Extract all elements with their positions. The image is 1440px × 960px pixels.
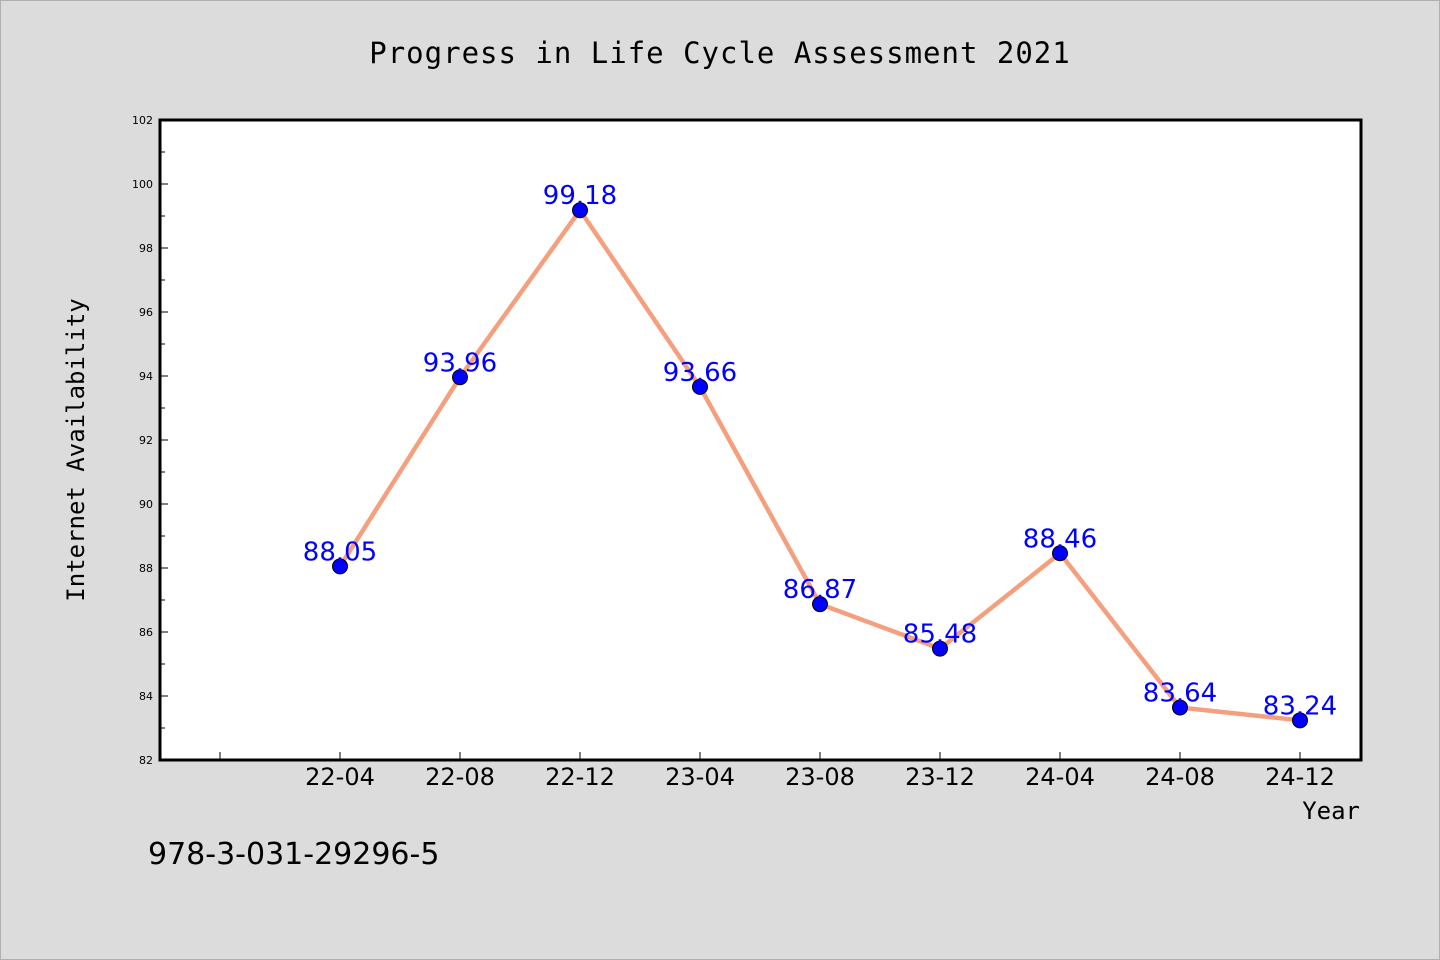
- chart-title: Progress in Life Cycle Assessment 2021: [369, 36, 1070, 70]
- y-axis-label: Internet Availability: [62, 298, 90, 601]
- y-tick-label: 102: [132, 114, 153, 127]
- x-axis-label: Year: [1302, 797, 1360, 825]
- y-axis: 82 84 86 88 90 92 94 96 98 100 102: [132, 114, 168, 767]
- y-tick-label: 90: [139, 498, 153, 511]
- data-point: [812, 596, 828, 613]
- x-tick-label: 22-04: [305, 763, 375, 791]
- data-point: [1292, 712, 1308, 729]
- data-label: 86.87: [783, 575, 857, 605]
- y-tick-label: 92: [139, 434, 153, 447]
- data-label: 83.64: [1143, 679, 1217, 709]
- y-tick-label: 94: [139, 370, 153, 383]
- y-tick-label: 84: [139, 690, 153, 703]
- data-point: [452, 369, 468, 386]
- data-point: [692, 378, 708, 395]
- data-point: [572, 202, 588, 219]
- y-tick-label: 88: [139, 562, 153, 575]
- data-label: 93.96: [423, 348, 497, 378]
- data-label: 85.48: [903, 620, 977, 650]
- x-tick-label: 22-12: [545, 763, 615, 791]
- data-point: [1172, 699, 1188, 716]
- data-point: [1052, 545, 1068, 562]
- data-label: 99.18: [543, 181, 617, 211]
- footnote-isbn: 978-3-031-29296-5: [148, 837, 439, 872]
- data-label: 88.46: [1023, 524, 1097, 554]
- x-tick-label: 24-12: [1265, 763, 1335, 791]
- data-labels: 88.05 93.96 99.18 93.66 86.87 85.48 88.46 83.64…: [303, 181, 1337, 721]
- x-tick-label: 23-08: [785, 763, 855, 791]
- data-label: 93.66: [663, 358, 737, 388]
- data-label: 88.05: [303, 537, 377, 567]
- x-tick-label: 23-04: [665, 763, 735, 791]
- plot-area: [158, 118, 1363, 762]
- y-tick-label: 82: [139, 754, 153, 767]
- y-tick-label: 98: [139, 242, 153, 255]
- x-axis: 22-04 22-08 22-12 23-04 23-08 23-12 24-04 24-08…: [219, 752, 1335, 791]
- x-tick-label: 22-08: [425, 763, 495, 791]
- data-point: [332, 558, 348, 575]
- data-series: [332, 202, 1308, 729]
- y-tick-label: 96: [139, 306, 153, 319]
- x-tick-label: 23-12: [905, 763, 975, 791]
- y-tick-label: 86: [139, 626, 153, 639]
- x-tick-label: 24-04: [1025, 763, 1095, 791]
- data-label: 83.24: [1263, 691, 1337, 721]
- data-point: [932, 640, 948, 657]
- y-tick-label: 100: [132, 178, 153, 191]
- x-tick-label: 24-08: [1145, 763, 1215, 791]
